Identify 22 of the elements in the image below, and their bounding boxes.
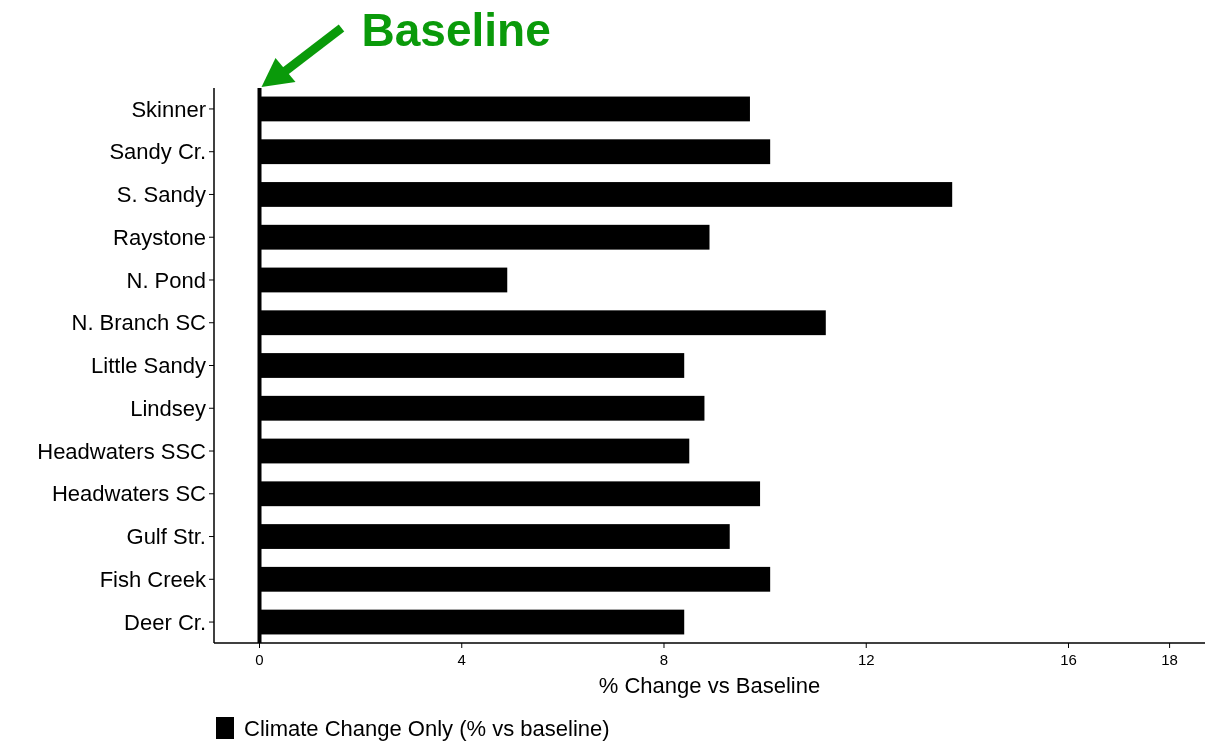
y-tick-label: Sandy Cr. — [109, 139, 206, 165]
y-tick-label: Gulf Str. — [126, 524, 206, 550]
y-tick-label: Skinner — [131, 96, 206, 122]
ref-line-label: Baseline — [361, 4, 551, 56]
y-tick-label: Raystone — [113, 224, 206, 250]
y-tick-label: Little Sandy — [91, 353, 206, 379]
x-tick-label: 0 — [255, 651, 264, 668]
y-tick-label: Headwaters SSC — [37, 438, 207, 464]
y-tick-label: N. Pond — [126, 267, 206, 293]
legend-label: Climate Change Only (% vs baseline) — [244, 715, 610, 741]
y-tick-label: Lindsey — [130, 395, 206, 421]
x-tick-label: 12 — [857, 651, 875, 668]
x-tick-label: 18 — [1161, 651, 1178, 668]
x-axis-title: % Change vs Baseline — [598, 673, 821, 698]
y-tick-label: Headwaters SC — [51, 481, 207, 507]
x-tick-label: 8 — [659, 651, 669, 668]
x-tick-label: 4 — [457, 651, 466, 668]
y-tick-label: N. Branch SC — [71, 310, 207, 336]
x-tick-label: 16 — [1060, 651, 1077, 668]
y-tick-label: Fish Creek — [99, 566, 207, 592]
y-tick-label: S. Sandy — [116, 182, 206, 208]
y-tick-label: Deer Cr. — [124, 609, 206, 635]
